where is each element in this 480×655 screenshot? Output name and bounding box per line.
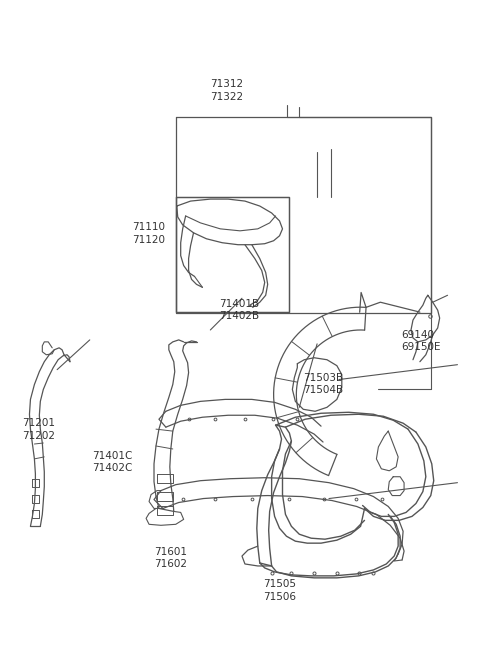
Text: 71505
71506: 71505 71506 — [263, 580, 296, 602]
Text: 71401B
71402B: 71401B 71402B — [219, 299, 259, 322]
Text: 71601
71602: 71601 71602 — [154, 547, 187, 569]
Text: 71503B
71504B: 71503B 71504B — [302, 373, 343, 396]
Text: 71401C
71402C: 71401C 71402C — [92, 451, 132, 474]
Text: 69140
69150E: 69140 69150E — [401, 330, 441, 352]
Text: 71201
71202: 71201 71202 — [22, 419, 55, 441]
Text: 71312
71322: 71312 71322 — [210, 79, 243, 102]
Text: 71110
71120: 71110 71120 — [132, 222, 165, 245]
